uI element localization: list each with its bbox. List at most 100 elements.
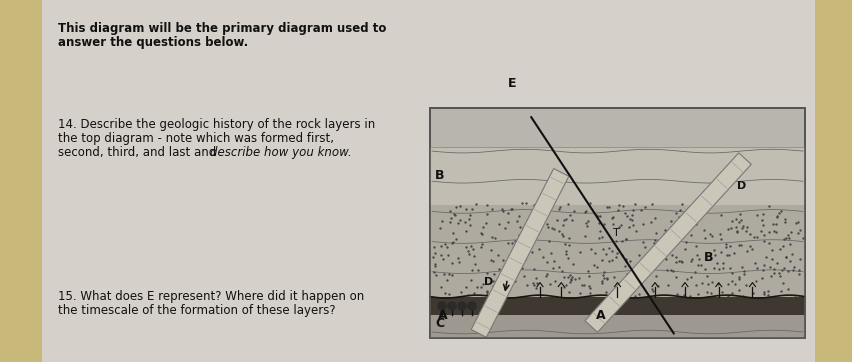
Point <box>474 244 487 250</box>
Point <box>580 268 594 273</box>
Point <box>665 268 679 274</box>
Point <box>753 228 767 234</box>
Point <box>446 211 460 216</box>
Point <box>504 206 518 212</box>
Point <box>650 283 664 289</box>
Point <box>475 231 488 237</box>
Point <box>532 246 545 252</box>
Point <box>648 247 662 253</box>
Point <box>434 244 447 249</box>
Point <box>539 221 553 227</box>
Point <box>738 282 751 288</box>
Point <box>602 245 615 251</box>
Polygon shape <box>429 296 804 315</box>
Point <box>508 278 521 283</box>
Point <box>434 285 447 290</box>
Point <box>716 265 729 270</box>
Point <box>532 208 545 214</box>
Point <box>517 273 531 279</box>
Point <box>704 233 717 239</box>
Point <box>475 241 488 247</box>
Point <box>787 294 801 300</box>
Point <box>588 212 602 218</box>
Point <box>724 278 738 284</box>
Point <box>659 235 672 241</box>
Point <box>691 262 705 268</box>
Point <box>600 276 613 282</box>
Point <box>605 257 619 262</box>
Point <box>578 209 591 214</box>
Point <box>475 224 489 230</box>
Point <box>774 289 787 294</box>
Point <box>582 290 596 296</box>
Point <box>636 239 649 245</box>
Point <box>504 255 517 261</box>
Point <box>444 240 458 246</box>
Point <box>682 293 696 299</box>
Point <box>451 256 464 261</box>
Point <box>757 232 770 238</box>
Point <box>700 281 714 287</box>
Point <box>756 291 769 297</box>
Point <box>555 231 568 237</box>
Point <box>683 258 697 264</box>
Point <box>767 270 780 275</box>
Point <box>668 274 682 280</box>
Point <box>542 281 556 287</box>
Point <box>459 228 473 234</box>
Point <box>754 275 768 281</box>
Point <box>529 275 543 281</box>
Point <box>486 258 500 264</box>
Point <box>658 256 671 262</box>
Point <box>688 221 702 227</box>
Point <box>552 204 566 210</box>
Point <box>757 238 770 244</box>
Point <box>631 291 645 297</box>
Point <box>445 272 458 278</box>
Circle shape <box>447 302 456 310</box>
Point <box>596 272 609 278</box>
Point <box>601 204 614 210</box>
Point <box>524 249 538 254</box>
Point <box>480 211 493 216</box>
Point <box>688 282 702 288</box>
Point <box>427 270 440 275</box>
Point <box>562 273 576 278</box>
Point <box>784 251 797 257</box>
Point <box>547 226 561 231</box>
Point <box>501 273 515 278</box>
Point <box>788 220 802 226</box>
Point <box>746 290 759 295</box>
Point <box>724 270 738 275</box>
Point <box>539 259 553 265</box>
Point <box>625 212 638 218</box>
Point <box>766 266 780 272</box>
Point <box>755 222 769 228</box>
Point <box>602 258 615 264</box>
Point <box>735 293 749 299</box>
Point <box>535 254 549 260</box>
Point <box>641 269 654 275</box>
Point <box>688 270 701 275</box>
Point <box>690 291 704 296</box>
Point <box>790 230 803 236</box>
Point <box>519 200 532 206</box>
Point <box>526 236 539 242</box>
Point <box>735 223 749 228</box>
Point <box>556 217 570 223</box>
Text: the timescale of the formation of these layers?: the timescale of the formation of these … <box>58 304 335 317</box>
Point <box>440 244 453 250</box>
Point <box>740 224 753 230</box>
Point <box>733 211 746 216</box>
Point <box>638 244 652 250</box>
Point <box>636 221 649 227</box>
Point <box>649 273 663 278</box>
Point <box>734 264 748 270</box>
Point <box>429 272 442 278</box>
Point <box>561 255 574 261</box>
Point <box>754 217 768 223</box>
Point <box>462 216 475 222</box>
Point <box>465 267 479 273</box>
Point <box>491 252 504 258</box>
Point <box>734 217 747 223</box>
